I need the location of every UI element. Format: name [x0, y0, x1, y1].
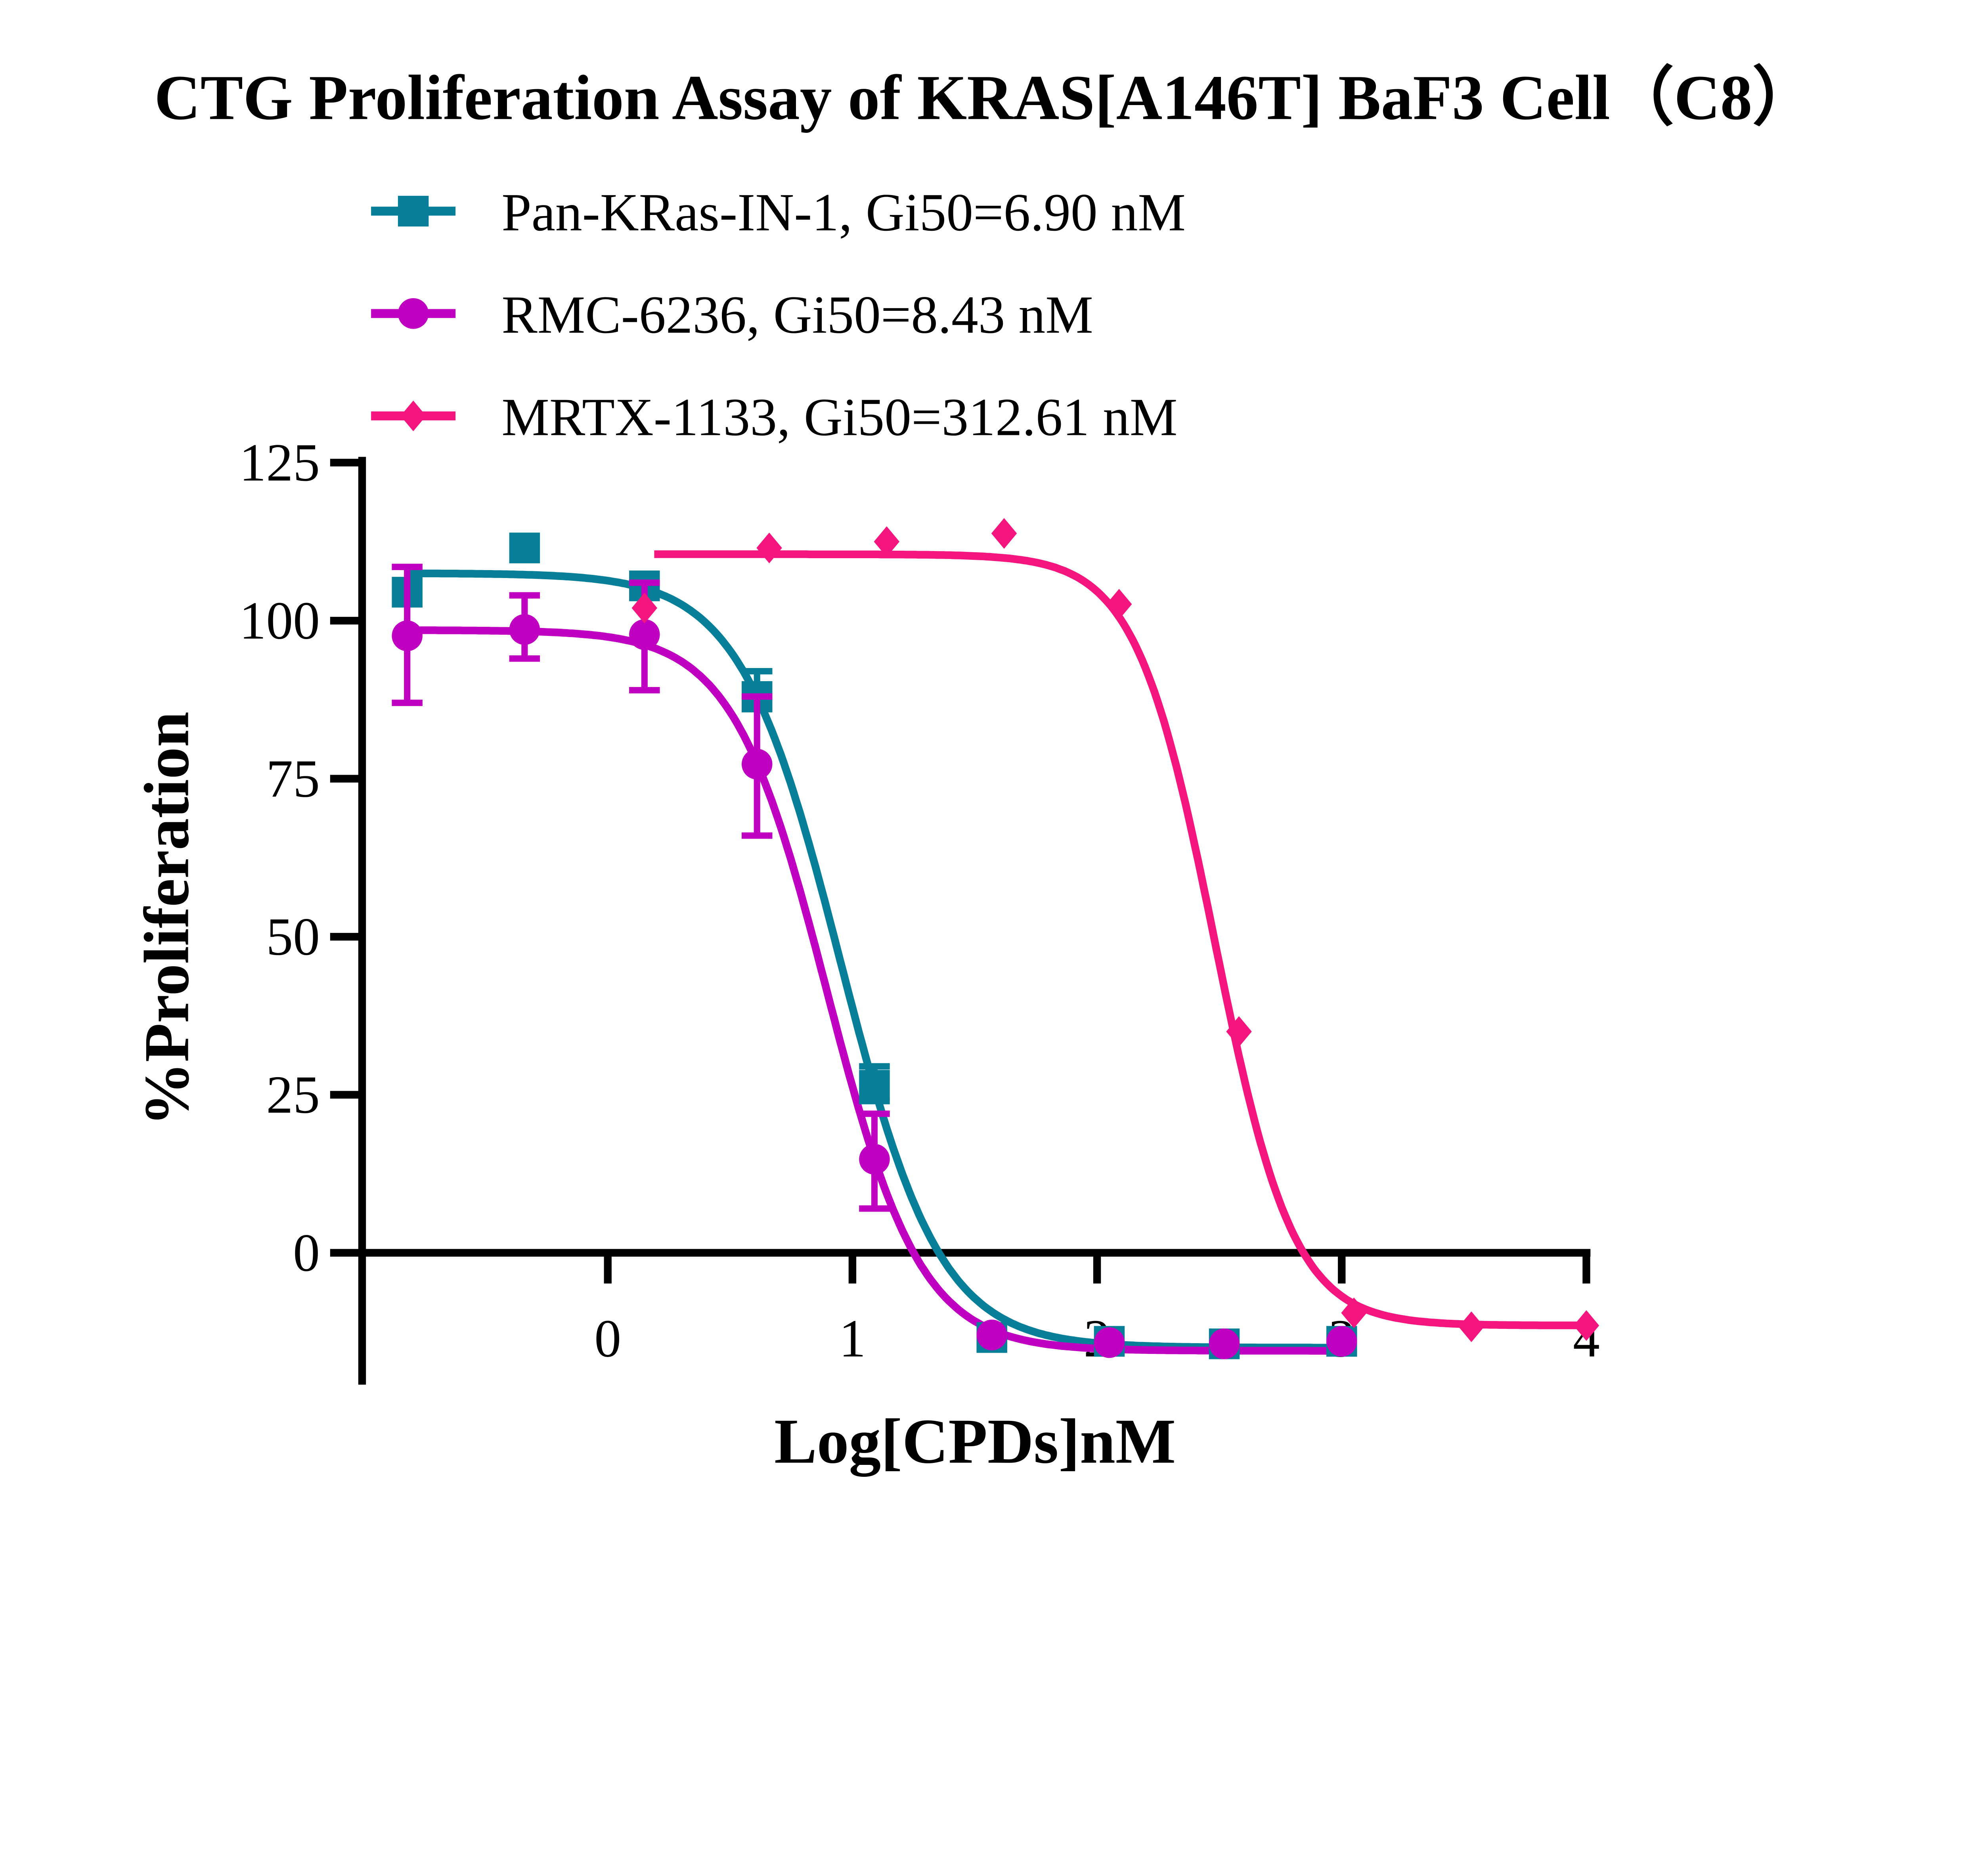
- legend-label-2: MRTX-1133, Gi50=312.61 nM: [501, 387, 1177, 447]
- dose-response-chart: CTG Proliferation Assay of KRAS[A146T] B…: [131, 62, 1816, 1477]
- data-point-1-3: [741, 748, 773, 780]
- data-point-1-7: [1209, 1328, 1240, 1359]
- data-point-2-5: [1226, 1016, 1252, 1047]
- y-tick-label: 25: [266, 1065, 320, 1125]
- y-tick-label: 125: [239, 433, 320, 492]
- legend-label-0: Pan-KRas-IN-1, Gi50=6.90 nM: [501, 183, 1186, 242]
- y-tick-label: 50: [266, 907, 320, 967]
- fit-curve-1: [407, 626, 1342, 1355]
- data-point-1-0: [392, 620, 423, 651]
- axes: 025507510012501234: [239, 433, 1600, 1385]
- x-axis-label: Log[CPDs]nM: [774, 1405, 1176, 1477]
- data-point-1-8: [1326, 1326, 1357, 1357]
- chart-figure: CTG Proliferation Assay of KRAS[A146T] B…: [131, 62, 1816, 1477]
- data-point-2-4: [1106, 589, 1132, 620]
- data-point-2-3: [991, 518, 1017, 549]
- data-point-1-6: [1094, 1327, 1125, 1358]
- data-point-1-5: [976, 1319, 1007, 1351]
- legend: Pan-KRas-IN-1, Gi50=6.90 nM RMC-6236, Gi5…: [371, 183, 1186, 447]
- y-tick-label: 100: [239, 591, 320, 651]
- x-tick-label: 0: [594, 1309, 621, 1369]
- fit-curve-2: [654, 550, 1586, 1330]
- data-point-2-1: [756, 532, 782, 563]
- data-point-1-4: [859, 1144, 890, 1175]
- legend-marker-2: [400, 400, 426, 431]
- fit-curve-0: [407, 569, 1342, 1351]
- data-point-0-1: [509, 532, 540, 563]
- x-tick-label: 1: [839, 1309, 866, 1369]
- legend-marker-1: [398, 298, 429, 329]
- fit-curves: [407, 550, 1586, 1355]
- data-point-1-1: [509, 614, 540, 645]
- legend-marker-0: [398, 195, 429, 227]
- data-points: [392, 518, 1599, 1359]
- data-point-2-2: [874, 526, 900, 557]
- chart-title: CTG Proliferation Assay of KRAS[A146T] B…: [154, 62, 1816, 133]
- y-axis-label: %Proliferation: [131, 712, 202, 1126]
- y-tick-label: 0: [293, 1223, 320, 1283]
- y-tick-label: 75: [266, 749, 320, 808]
- legend-label-1: RMC-6236, Gi50=8.43 nM: [501, 285, 1093, 345]
- data-point-0-4: [859, 1070, 890, 1101]
- data-point-2-6: [1341, 1297, 1367, 1329]
- data-point-2-7: [1458, 1311, 1485, 1342]
- data-point-1-2: [629, 619, 660, 650]
